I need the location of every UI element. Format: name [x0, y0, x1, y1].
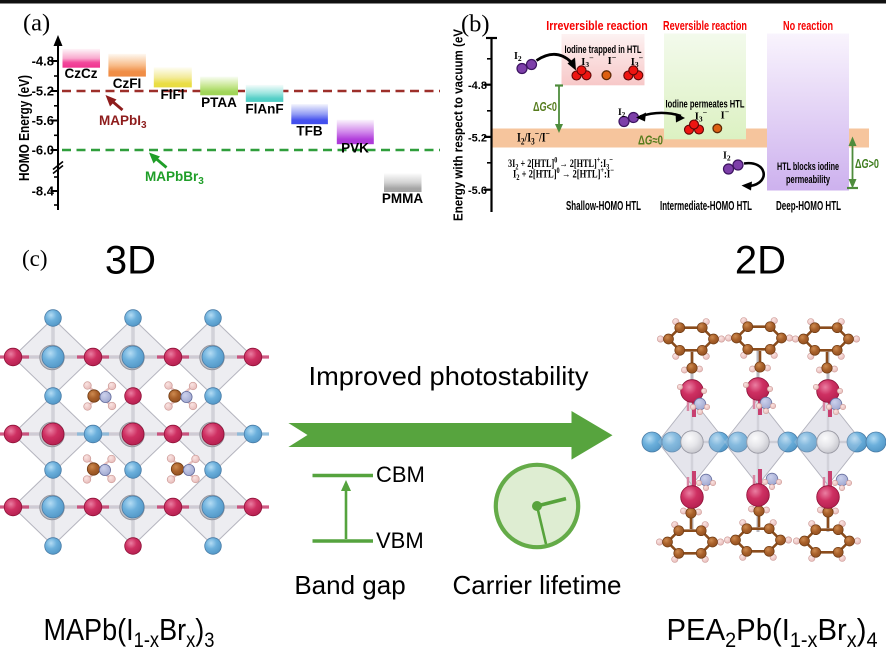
svg-text:TFB: TFB [296, 124, 322, 139]
svg-text:I2 + 2[HTL]0 → 2[HTL]+:I−: I2 + 2[HTL]0 → 2[HTL]+:I− [513, 165, 614, 182]
svg-text:No reaction: No reaction [783, 18, 833, 33]
svg-text:(b): (b) [461, 11, 490, 38]
svg-text:ΔG<0: ΔG<0 [533, 100, 557, 114]
svg-text:-6.0: -6.0 [32, 143, 54, 158]
svg-text:CzFI: CzFI [113, 76, 142, 91]
svg-text:Irreversible reaction: Irreversible reaction [546, 18, 648, 33]
svg-text:VBM: VBM [376, 528, 424, 553]
svg-text:Iodine permeates HTL: Iodine permeates HTL [666, 99, 745, 111]
svg-text:I−: I− [721, 107, 730, 121]
svg-text:-5.6: -5.6 [32, 113, 54, 128]
svg-text:I2: I2 [514, 51, 522, 63]
svg-text:Iodine trapped in HTL: Iodine trapped in HTL [565, 44, 642, 56]
svg-text:2D: 2D [735, 239, 786, 283]
svg-text:I−: I− [608, 53, 617, 67]
svg-text:Intermediate-HOMO HTL: Intermediate-HOMO HTL [660, 198, 752, 213]
svg-text:3I2 + 2[HTL]0 → 2[HTL]+:I3−: 3I2 + 2[HTL]0 → 2[HTL]+:I3− [508, 155, 613, 172]
svg-text:Carrier lifetime: Carrier lifetime [452, 570, 621, 600]
svg-text:PTAA: PTAA [201, 95, 237, 110]
svg-text:ΔG≈0: ΔG≈0 [638, 134, 663, 148]
svg-text:-5.2: -5.2 [468, 132, 487, 144]
svg-text:I2: I2 [618, 108, 626, 119]
svg-text:-8.4: -8.4 [32, 184, 55, 199]
svg-text:Energy with respect to vacuum: Energy with respect to vacuum (eV [451, 29, 466, 221]
svg-text:permeability: permeability [786, 174, 831, 186]
svg-text:(c): (c) [22, 246, 48, 271]
svg-text:MAPbBr3: MAPbBr3 [145, 169, 204, 187]
svg-text:MAPb(I1-xBrx)3: MAPb(I1-xBrx)3 [44, 612, 215, 649]
svg-text:PVK: PVK [341, 141, 369, 156]
svg-text:CzCz: CzCz [65, 66, 98, 81]
svg-text:MAPbI3: MAPbI3 [99, 113, 147, 131]
svg-text:-4.8: -4.8 [468, 80, 487, 92]
svg-text:PEA2Pb(I1-xBrx)4: PEA2Pb(I1-xBrx)4 [667, 612, 878, 649]
svg-text:Shallow-HOMO HTL: Shallow-HOMO HTL [566, 198, 641, 213]
svg-text:HTL blocks iodine: HTL blocks iodine [777, 161, 839, 173]
svg-text:FlAnF: FlAnF [245, 102, 283, 117]
svg-text:-4.8: -4.8 [32, 54, 54, 69]
svg-text:3D: 3D [105, 239, 156, 283]
svg-text:FlFl: FlFl [161, 87, 185, 102]
svg-text:Deep-HOMO HTL: Deep-HOMO HTL [776, 198, 841, 213]
svg-text:CBM: CBM [376, 462, 425, 487]
svg-text:ΔG>0: ΔG>0 [855, 157, 879, 171]
svg-text:I2: I2 [723, 151, 731, 163]
svg-text:PMMA: PMMA [382, 191, 423, 206]
svg-text:(a): (a) [23, 10, 50, 37]
svg-text:Band gap: Band gap [294, 570, 405, 600]
svg-text:-5.2: -5.2 [32, 84, 54, 99]
svg-text:Reversible reaction: Reversible reaction [663, 18, 747, 33]
svg-text:-5.6: -5.6 [468, 185, 487, 197]
svg-text:HOMO Energy (eV): HOMO Energy (eV) [17, 75, 33, 181]
svg-text:Improved photostability: Improved photostability [309, 361, 589, 391]
svg-text:I2/I3−/I−: I2/I3−/I− [517, 129, 550, 146]
